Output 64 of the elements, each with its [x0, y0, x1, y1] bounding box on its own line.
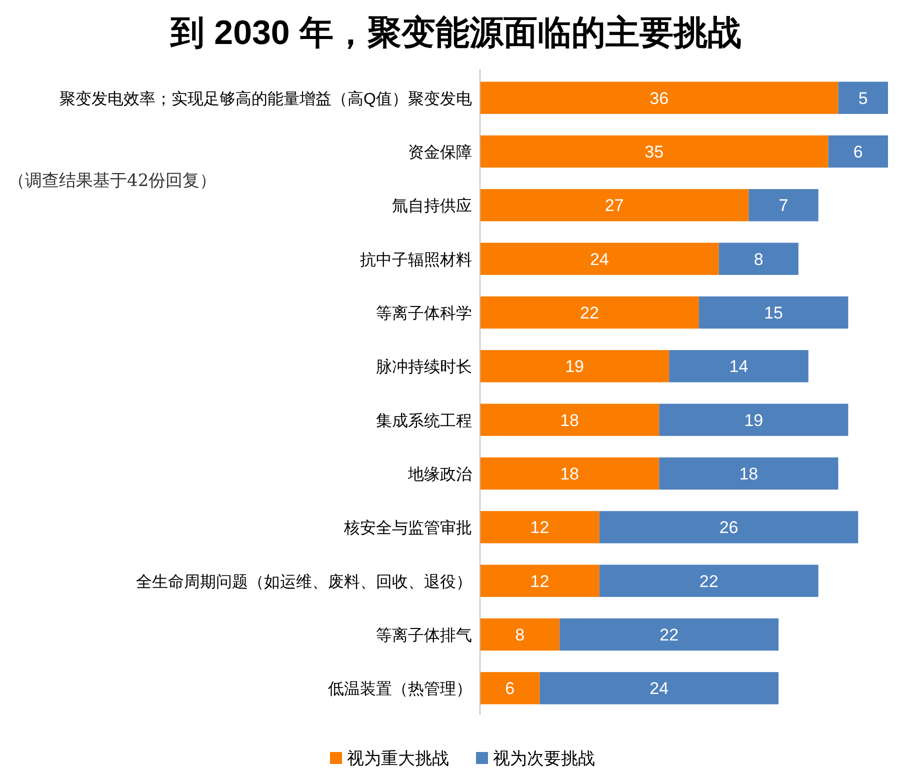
- bar: [718, 242, 798, 275]
- data-label: 8: [754, 250, 764, 269]
- bar: [480, 242, 719, 275]
- bar: [480, 672, 540, 704]
- bar: [480, 135, 828, 168]
- bar: [480, 404, 660, 436]
- bar: [828, 135, 888, 168]
- data-label: 7: [778, 196, 788, 216]
- bar: [480, 457, 660, 490]
- chart-title: 到 2030 年，聚变能源面临的主要挑战: [170, 14, 742, 52]
- y-tick-label: 核安全与监管审批: [343, 519, 472, 538]
- data-label: 6: [853, 142, 863, 162]
- y-tick-label: 地缘政治: [407, 466, 472, 484]
- bar: [669, 350, 808, 382]
- y-tick-label: 抗中子辐照材料: [360, 250, 472, 269]
- bar: [480, 189, 749, 222]
- bar: [480, 350, 670, 382]
- bar: [599, 511, 858, 544]
- data-label: 5: [858, 88, 868, 108]
- legend-label: 视为重大挑战: [347, 749, 449, 768]
- data-label: 22: [580, 304, 599, 322]
- bar: [480, 618, 560, 651]
- data-label: 18: [739, 464, 758, 484]
- data-label: 24: [650, 679, 669, 698]
- data-label: 18: [560, 464, 580, 484]
- bar: [659, 457, 838, 490]
- y-tick-label: 低温装置（热管理）: [328, 680, 472, 698]
- data-label: 27: [604, 196, 624, 216]
- y-tick-label: 聚变发电效率；实现足够高的能量增益（高Q值）聚变发电: [60, 90, 472, 108]
- y-tick-label: 等离子体排气: [376, 626, 472, 644]
- bar: [748, 189, 818, 222]
- legend-label: 视为次要挑战: [493, 749, 595, 768]
- bar: [480, 296, 699, 329]
- data-label: 22: [699, 572, 718, 591]
- data-label: 12: [530, 572, 550, 591]
- data-label: 15: [764, 304, 784, 322]
- y-tick-label: 集成系统工程: [376, 412, 472, 430]
- bar: [560, 618, 779, 651]
- bar: [480, 82, 838, 114]
- bar: [838, 82, 888, 114]
- bar: [540, 672, 779, 704]
- y-tick-label: 脉冲持续时长: [376, 358, 472, 376]
- data-label: 8: [515, 626, 525, 644]
- data-label: 24: [590, 250, 609, 269]
- data-label: 14: [729, 357, 748, 376]
- data-label: 19: [744, 410, 764, 430]
- data-label: 22: [660, 626, 679, 644]
- y-tick-label: 全生命周期问题（如运维、废料、回收、退役）: [136, 572, 472, 591]
- data-label: 18: [560, 410, 580, 430]
- data-label: 26: [719, 518, 738, 538]
- data-label: 19: [565, 357, 584, 376]
- y-tick-label: 资金保障: [408, 144, 472, 162]
- bar: [480, 564, 600, 597]
- text: （调查结果基于42份回复）: [8, 171, 217, 191]
- bar: [659, 404, 848, 436]
- bar: [480, 511, 600, 544]
- bar: [698, 296, 848, 329]
- y-tick-label: 等离子体科学: [376, 304, 472, 322]
- data-label: 36: [650, 88, 669, 108]
- data-label: 12: [530, 518, 550, 538]
- bar: [599, 564, 818, 597]
- data-label: 6: [505, 679, 515, 698]
- data-label: 35: [644, 142, 664, 162]
- y-tick-label: 氚自持供应: [392, 197, 472, 216]
